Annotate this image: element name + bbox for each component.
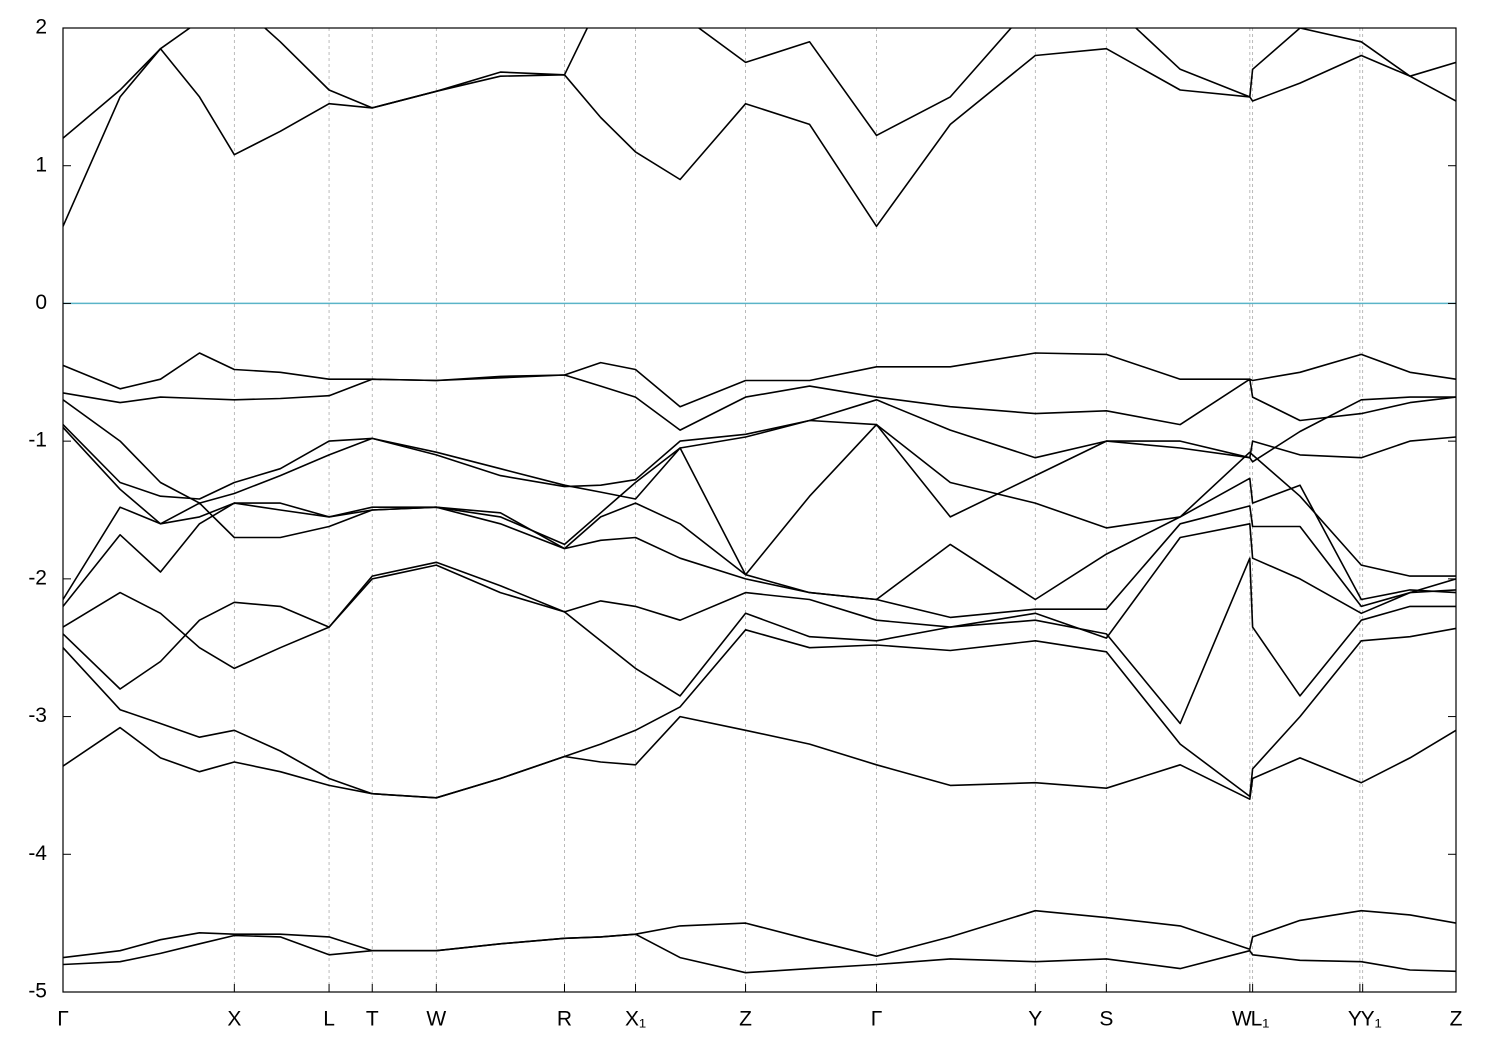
band-line	[63, 396, 1456, 504]
x-tick-label: W	[426, 1008, 446, 1031]
x-tick-label: Y	[1028, 1008, 1042, 1031]
x-tick-label: Y	[1348, 1008, 1362, 1031]
x-tick-label: Y₁	[1361, 1008, 1382, 1031]
y-tick-label: -5	[28, 980, 47, 1003]
x-tick-label: L₁	[1251, 1008, 1270, 1031]
y-tick-label: 1	[35, 153, 47, 176]
band-line	[63, 477, 1456, 601]
plot-frame	[62, 27, 1457, 993]
band-line	[63, 502, 1456, 619]
x-tick-label: T	[366, 1008, 379, 1031]
band-line	[63, 627, 1456, 799]
x-tick-label: L	[323, 1008, 335, 1031]
band-line	[63, 419, 1456, 518]
x-tick-label: X₁	[625, 1008, 646, 1031]
plot-area	[63, 28, 1456, 974]
band-line	[63, 933, 1456, 974]
x-tick-label: W	[1232, 1008, 1252, 1031]
x-tick-label: X	[227, 1008, 241, 1031]
band-line	[63, 523, 1456, 670]
x-tick-label: Γ	[871, 1008, 883, 1031]
x-tick-label: Γ	[57, 1008, 69, 1031]
y-tick-label: 0	[35, 291, 47, 314]
y-tick-label: -2	[28, 566, 47, 589]
y-tick-label: -1	[28, 429, 47, 452]
y-tick-label: -4	[28, 842, 47, 865]
x-tick-label: S	[1099, 1008, 1113, 1031]
band-line	[63, 374, 1456, 431]
x-tick-label: Z	[1450, 1008, 1463, 1031]
x-tick-label: R	[557, 1008, 572, 1031]
band-line	[63, 47, 1456, 228]
band-line	[63, 352, 1456, 408]
band-line	[63, 28, 1456, 139]
x-tick-label: Z	[739, 1008, 752, 1031]
band-line	[63, 909, 1456, 959]
y-tick-label: 2	[35, 16, 47, 39]
y-tick-label: -3	[28, 704, 47, 727]
band-line	[63, 557, 1456, 725]
